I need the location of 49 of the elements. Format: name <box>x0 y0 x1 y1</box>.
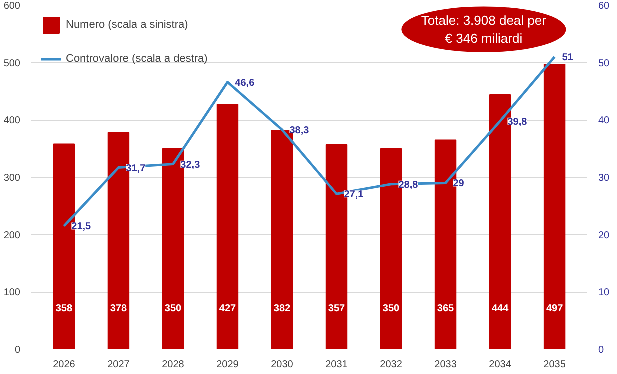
legend-label: Controvalore (scala a destra) <box>66 53 208 65</box>
y2-tick-label: 30 <box>598 173 610 184</box>
bar <box>216 104 239 350</box>
data-label: 350 <box>164 304 182 315</box>
data-label: 358 <box>56 304 73 315</box>
x-tick-label: 2031 <box>326 360 348 370</box>
x-tick-label: 2029 <box>216 360 240 370</box>
data-label: 27,1 <box>344 190 364 201</box>
x-tick-label: 2034 <box>489 360 512 370</box>
y-tick-label: 200 <box>4 230 21 242</box>
data-label: 46,6 <box>235 78 256 89</box>
annotation: Totale: 3.908 deal per € 346 miliardi <box>421 13 548 46</box>
legend-label: Numero (scala a sinistra) <box>66 19 188 31</box>
y2-tick-label: 50 <box>598 58 610 70</box>
data-label: 32,3 <box>180 160 201 171</box>
data-label: 427 <box>219 304 237 315</box>
data-label: 444 <box>492 304 510 315</box>
x-tick-label: 2032 <box>380 360 403 370</box>
data-label: 365 <box>437 304 455 315</box>
data-label: 357 <box>328 304 346 315</box>
y-tick-label: 0 <box>14 345 21 356</box>
x-tick-label: 2030 <box>271 360 294 370</box>
y2-tick-label: 0 <box>598 345 604 356</box>
data-label: 31,7 <box>126 163 146 174</box>
data-label: 28,8 <box>398 180 419 191</box>
x-tick-label: 2027 <box>108 360 130 370</box>
x-tick-label: 2028 <box>162 360 185 370</box>
data-label: 51 <box>562 52 574 64</box>
x-tick-label: 2033 <box>434 360 458 370</box>
x-tick-label: 2026 <box>53 360 76 370</box>
data-label: 497 <box>546 304 564 315</box>
bar <box>544 64 566 350</box>
y2-tick-label: 40 <box>598 116 610 127</box>
y-tick-label: 600 <box>4 1 21 12</box>
y-tick-label: 500 <box>4 58 21 70</box>
data-label: 38,3 <box>290 125 310 136</box>
data-label: 382 <box>274 304 292 315</box>
y2-tick-label: 20 <box>598 230 610 242</box>
y2-tick-label: 60 <box>598 1 610 12</box>
data-label: 350 <box>382 304 400 315</box>
data-label: 39,8 <box>508 116 528 128</box>
y2-tick-label: 10 <box>598 288 610 299</box>
data-label: 378 <box>110 304 128 315</box>
y-tick-label: 100 <box>4 288 21 299</box>
y-tick-label: 300 <box>4 173 21 184</box>
y-tick-label: 400 <box>4 116 21 127</box>
data-label: 29 <box>453 178 465 190</box>
x-tick-label: 2035 <box>544 360 566 370</box>
data-label: 21,5 <box>72 222 92 233</box>
